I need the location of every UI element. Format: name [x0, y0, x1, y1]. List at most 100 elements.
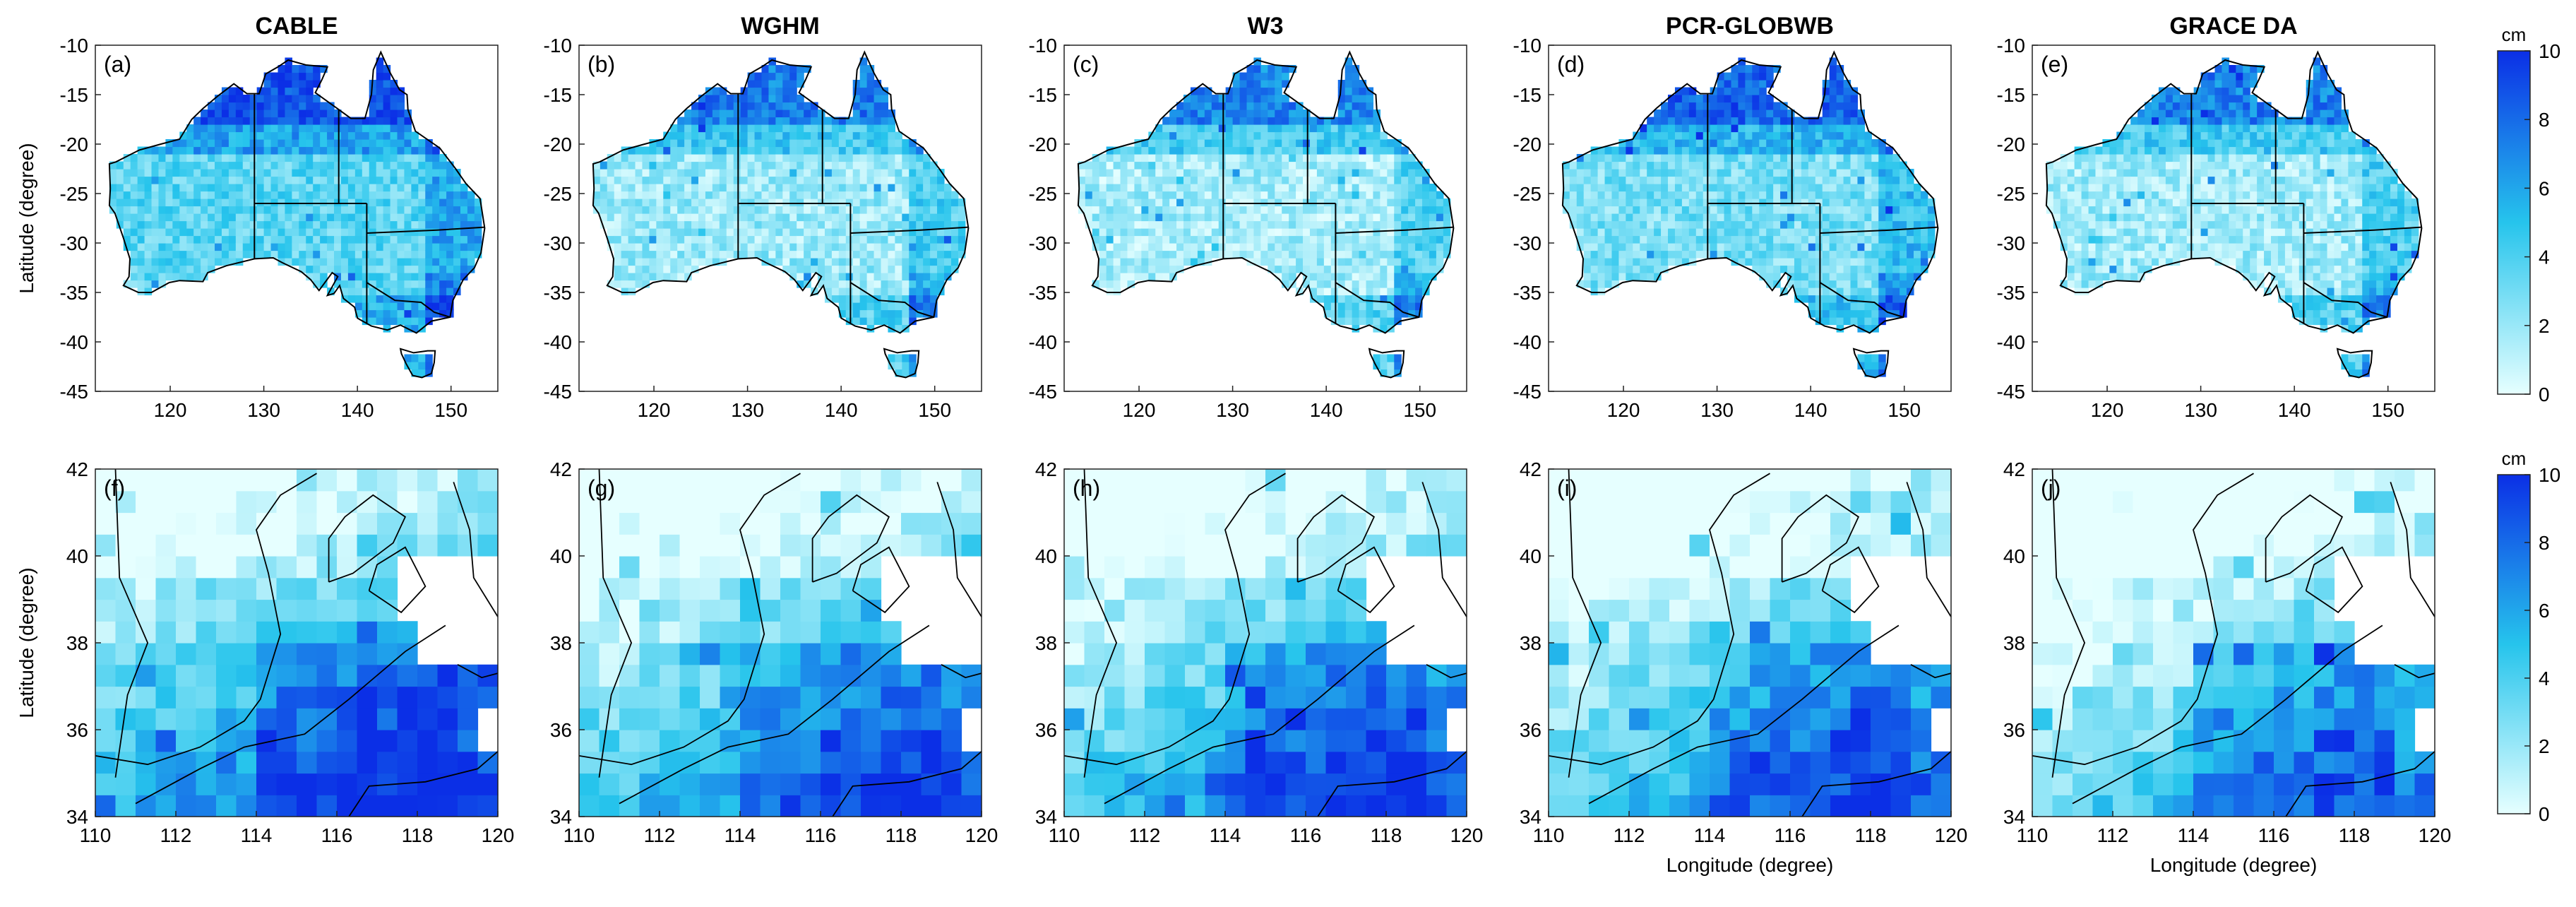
- heatmap-cell: [1190, 184, 1198, 192]
- heatmap-cell: [761, 146, 770, 155]
- heatmap-cell: [1366, 317, 1374, 326]
- heatmap-cell: [1253, 169, 1261, 177]
- heatmap-cell: [1316, 154, 1325, 162]
- heatmap-cell: [1857, 117, 1865, 125]
- heatmap-cell: [698, 176, 706, 184]
- heatmap-cell: [909, 243, 917, 251]
- heatmap-cell: [446, 287, 454, 296]
- heatmap-cell: [1106, 154, 1114, 162]
- heatmap-cell: [1309, 280, 1318, 288]
- heatmap-cell: [782, 228, 790, 237]
- heatmap-cell: [1752, 169, 1760, 177]
- heatmap-cell: [228, 243, 237, 251]
- heatmap-cell: [670, 169, 678, 177]
- heatmap-cell: [754, 206, 763, 214]
- heatmap-cell: [838, 235, 847, 244]
- heatmap-cell: [1731, 243, 1739, 251]
- heatmap-cell: [1099, 191, 1107, 199]
- heatmap-cell: [313, 265, 321, 273]
- heatmap-cell: [782, 80, 790, 88]
- heatmap-cell: [873, 302, 882, 311]
- heatmap-cell: [1850, 273, 1859, 281]
- heatmap-cell: [838, 309, 847, 318]
- heatmap-cell: [172, 176, 180, 184]
- heatmap-cell: [719, 191, 727, 199]
- heatmap-cell: [1871, 176, 1879, 184]
- heatmap-cell: [888, 206, 895, 214]
- heatmap-cell: [649, 235, 657, 244]
- heatmap-cell: [1162, 161, 1170, 170]
- heatmap-cell: [1260, 131, 1268, 140]
- heatmap-cell: [923, 243, 931, 251]
- heatmap-cell: [1380, 154, 1388, 162]
- heatmap-cell: [1204, 161, 1212, 170]
- heatmap-cell: [299, 72, 306, 81]
- heatmap-cell: [1275, 87, 1282, 95]
- heatmap-cell: [1141, 176, 1149, 184]
- heatmap-cell: [1359, 243, 1367, 251]
- heatmap-cell: [362, 235, 370, 244]
- heatmap-cell: [1246, 131, 1255, 140]
- heatmap-cell: [1387, 206, 1395, 214]
- heatmap-cell: [1387, 154, 1395, 162]
- heatmap-cell: [649, 198, 657, 207]
- heatmap-cell: [937, 235, 945, 244]
- heatmap-cell: [1808, 309, 1816, 318]
- heatmap-cell: [1731, 117, 1739, 125]
- heatmap-cell: [895, 228, 902, 237]
- heatmap-cell: [1836, 302, 1844, 311]
- heatmap-cell: [130, 191, 138, 199]
- heatmap-cell: [895, 265, 902, 273]
- heatmap-cell: [1759, 258, 1767, 266]
- heatmap-cell: [397, 235, 405, 244]
- heatmap-cell: [1583, 161, 1592, 170]
- y-axis-ticks: -10-15-20-25-30-35-40-45: [60, 35, 101, 403]
- heatmap-cell: [1773, 191, 1781, 199]
- heatmap-cell: [1204, 87, 1212, 95]
- heatmap-cell: [1731, 146, 1739, 155]
- heatmap-cell: [818, 109, 825, 118]
- heatmap-cell: [292, 235, 299, 244]
- heatmap-cell: [656, 228, 664, 237]
- heatmap-cell: [228, 213, 237, 222]
- heatmap-cell: [740, 124, 749, 133]
- heatmap-cell: [354, 309, 363, 318]
- heatmap-cell: [1275, 109, 1282, 118]
- heatmap-cell: [797, 213, 804, 222]
- heatmap-cell: [726, 169, 734, 177]
- heatmap-cell: [1822, 191, 1830, 199]
- heatmap-cell: [1738, 154, 1746, 162]
- heatmap-cell: [761, 198, 770, 207]
- heatmap-cell: [1225, 95, 1234, 103]
- heatmap-cell: [628, 154, 636, 162]
- heatmap-cell: [740, 243, 749, 251]
- heatmap-cell: [1836, 109, 1844, 118]
- y-tick-label: -15: [544, 84, 572, 106]
- heatmap-cell: [782, 139, 790, 148]
- heatmap-cell: [404, 198, 412, 207]
- heatmap-cell: [1282, 265, 1289, 273]
- heatmap-cell: [172, 258, 180, 266]
- heatmap-cell: [1731, 235, 1739, 244]
- heatmap-cell: [221, 220, 229, 229]
- heatmap-cell: [1724, 154, 1732, 162]
- heatmap-cell: [228, 198, 237, 207]
- heatmap-cell: [1618, 228, 1626, 237]
- heatmap-cell: [1316, 250, 1325, 259]
- state-border: [1335, 282, 1419, 318]
- heatmap-cell: [1253, 57, 1261, 66]
- heatmap-cell: [1583, 280, 1592, 288]
- heatmap-cell: [1752, 154, 1760, 162]
- heatmap-cell: [1323, 176, 1332, 184]
- heatmap-cell: [1668, 109, 1676, 118]
- heatmap-cell: [859, 191, 868, 199]
- heatmap-cell: [306, 72, 314, 81]
- heatmap-cell: [340, 265, 349, 273]
- heatmap-cell: [656, 139, 664, 148]
- heatmap-cell: [1661, 191, 1669, 199]
- heatmap-cell: [347, 161, 356, 170]
- heatmap-cell: [354, 265, 363, 273]
- heatmap-cell: [1780, 139, 1788, 148]
- heatmap-cell: [270, 191, 279, 199]
- heatmap-cell: [1710, 146, 1718, 155]
